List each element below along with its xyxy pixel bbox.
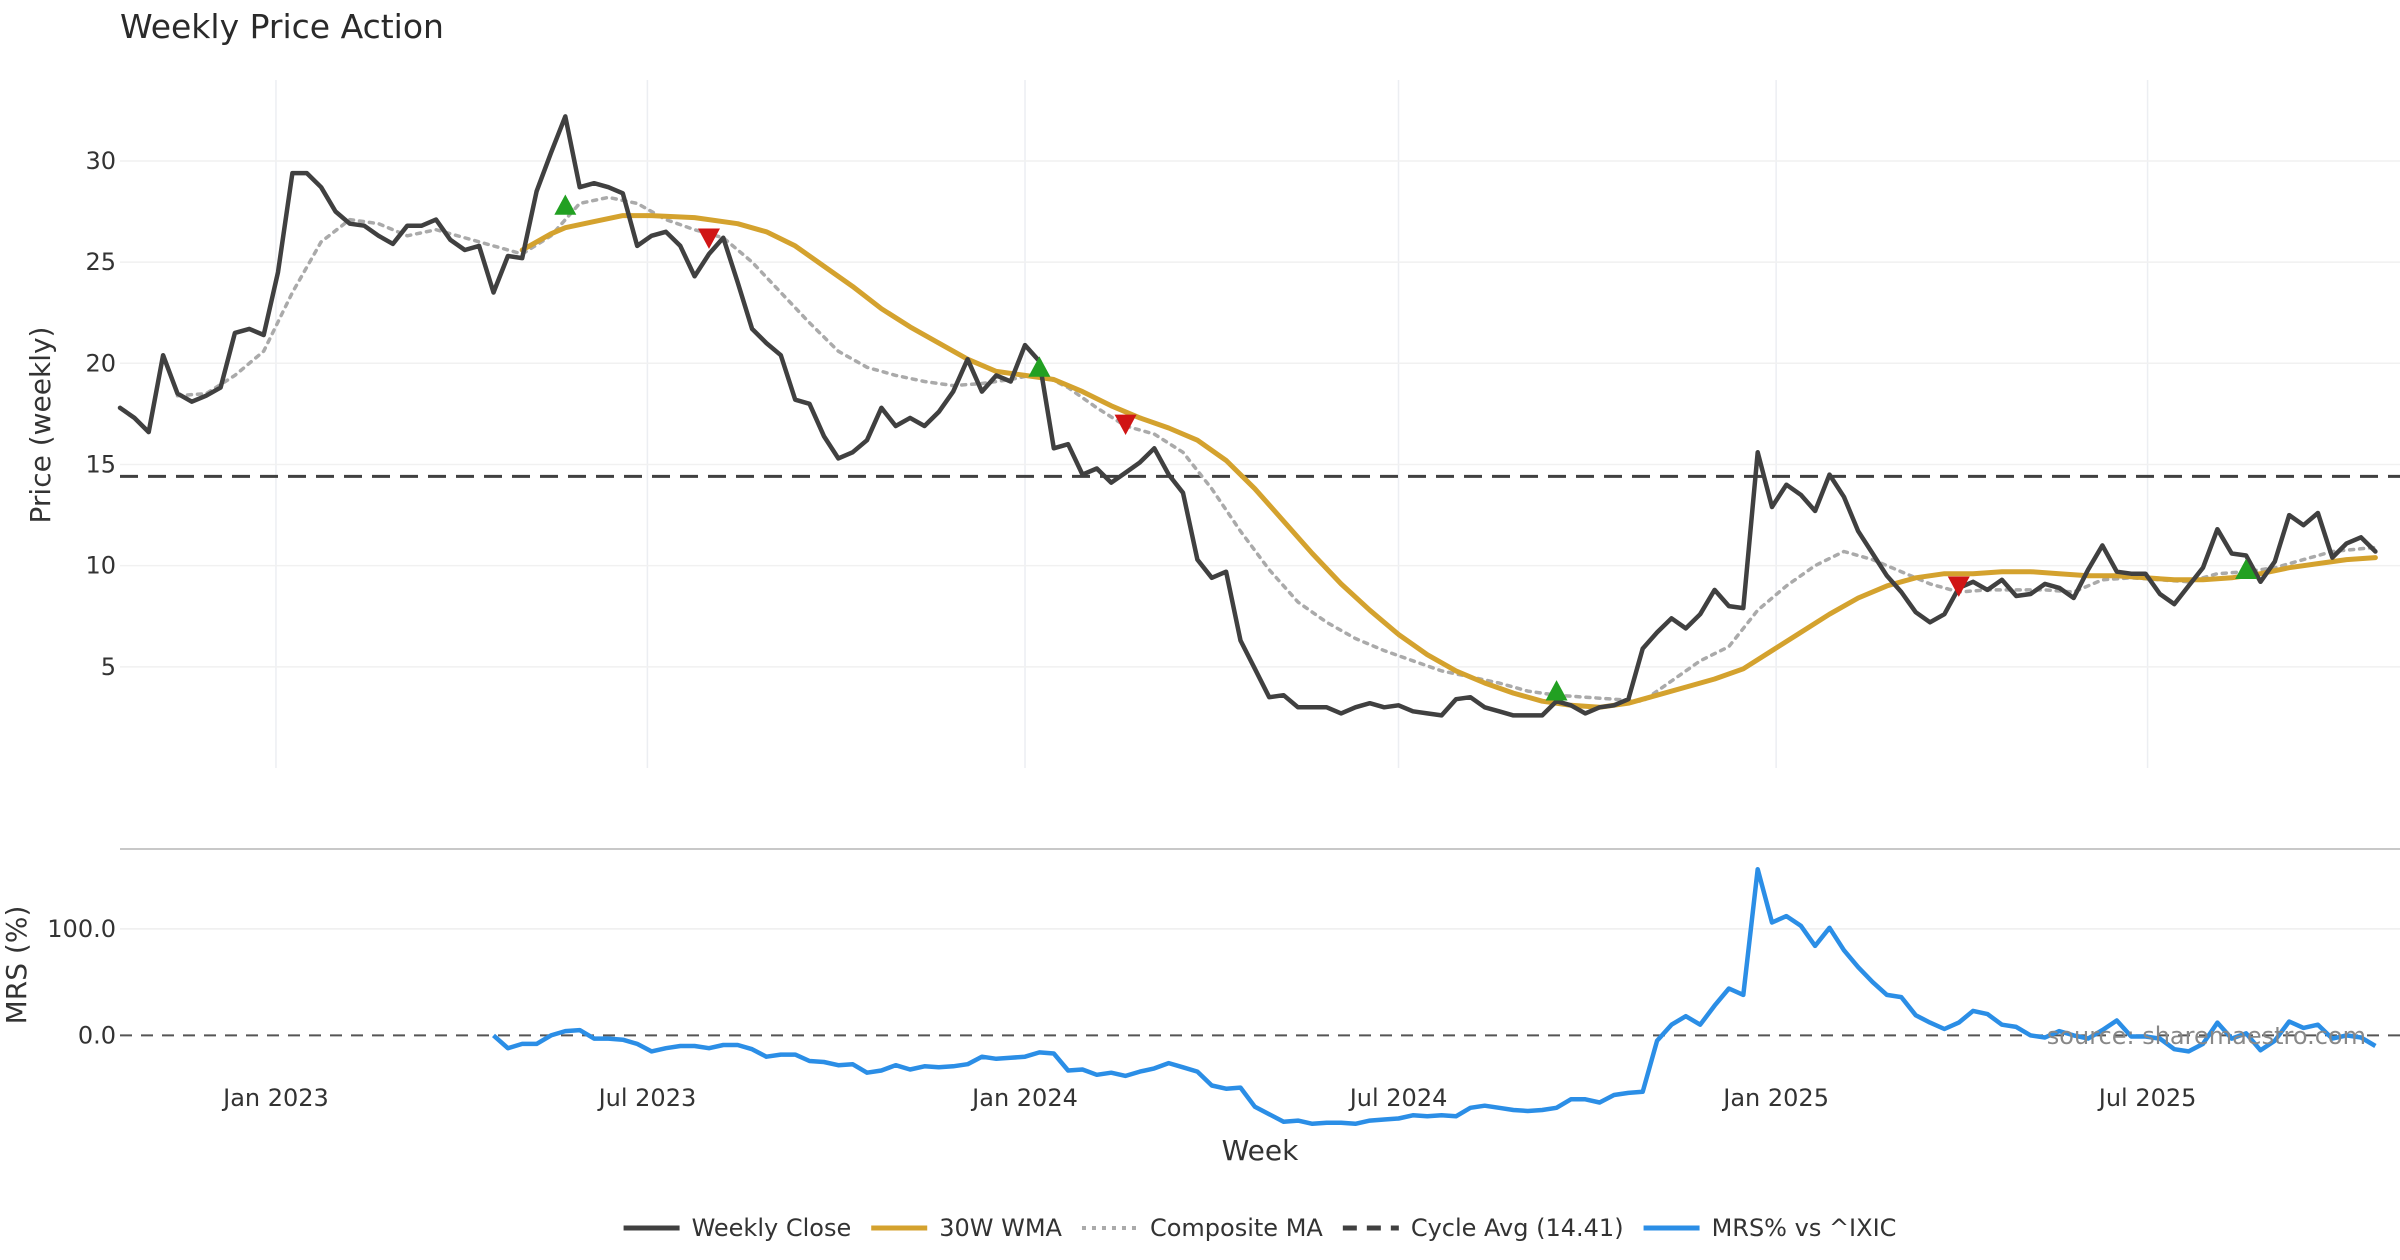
x-tick-label: Jul 2025 <box>2097 1084 2197 1112</box>
price-y-tick-label: 5 <box>101 653 116 681</box>
price-y-tick-label: 10 <box>85 552 116 580</box>
buy-signal-marker <box>1545 680 1568 701</box>
chart-title: Weekly Price Action <box>120 7 444 46</box>
buy-signal-marker <box>2235 558 2258 580</box>
buy-signal-marker <box>1028 356 1051 377</box>
legend: Weekly Close 30W WMA Composite MA Cycle Avg… <box>623 1214 1897 1242</box>
price-y-tick-label: 15 <box>85 450 116 478</box>
mrs-series-group <box>492 866 2377 1127</box>
mrs-y-tick-label: 100.0 <box>47 915 116 943</box>
price-y-tick-label: 30 <box>85 147 116 175</box>
x-tick-label: Jan 2024 <box>970 1084 1078 1112</box>
composite-ma-line <box>175 195 2378 703</box>
x-tick-label: Jul 2023 <box>597 1084 697 1112</box>
mrs-grid <box>120 928 2400 1037</box>
legend-label: Composite MA <box>1150 1214 1323 1242</box>
buy-signal-marker <box>554 194 577 215</box>
price-series-group <box>117 114 2378 718</box>
price-y-tick-label: 20 <box>85 349 116 377</box>
legend-label: 30W WMA <box>939 1214 1062 1242</box>
price-y-ticks: 5 10 15 20 25 30 <box>85 147 116 681</box>
weekly-close-line <box>117 114 2378 718</box>
mrs-line <box>492 866 2377 1127</box>
price-grid <box>120 80 2400 768</box>
price-y-axis-label: Price (weekly) <box>24 327 57 524</box>
price-y-tick-label: 25 <box>85 248 116 276</box>
mrs-y-axis-label: MRS (%) <box>0 906 33 1025</box>
source-note: source: sharemaestro.com <box>2047 1022 2366 1050</box>
sell-signal-marker <box>1114 414 1137 435</box>
signal-markers <box>554 194 2258 701</box>
sell-signal-marker <box>697 228 720 249</box>
legend-label: Weekly Close <box>692 1214 852 1242</box>
mrs-y-ticks: 0.0 100.0 <box>47 915 116 1050</box>
x-axis-ticks: Jan 2023 Jul 2023 Jan 2024 Jul 2024 Jan 2025… <box>221 1084 2196 1112</box>
30w-wma-line <box>519 213 2378 710</box>
x-axis-label: Week <box>1222 1134 1299 1167</box>
x-tick-label: Jan 2023 <box>221 1084 329 1112</box>
mrs-y-tick-label: 0.0 <box>78 1021 116 1049</box>
x-tick-label: Jan 2025 <box>1721 1084 1829 1112</box>
legend-label: Cycle Avg (14.41) <box>1411 1214 1624 1242</box>
legend-label: MRS% vs ^IXIC <box>1712 1214 1897 1242</box>
x-tick-label: Jul 2024 <box>1348 1084 1448 1112</box>
sell-signal-marker <box>1947 576 1970 597</box>
